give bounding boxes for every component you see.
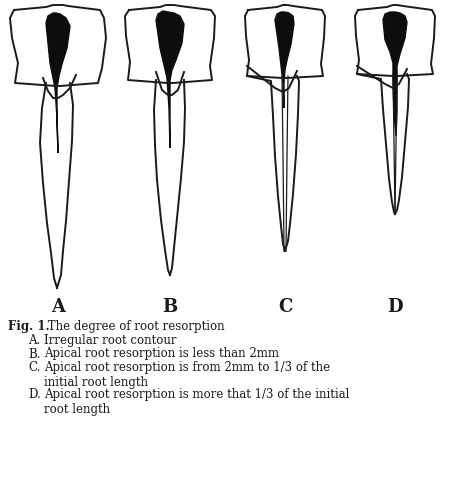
Text: A.: A. (28, 334, 40, 347)
Text: Fig. 1.: Fig. 1. (8, 320, 50, 333)
Text: D: D (387, 298, 403, 316)
Text: C.: C. (28, 361, 40, 374)
Text: D.: D. (28, 388, 41, 401)
Polygon shape (383, 12, 407, 136)
Text: Apical root resorption is less than 2mm: Apical root resorption is less than 2mm (44, 347, 279, 361)
Text: Apical root resorption is from 2mm to 1/3 of the
initial root length: Apical root resorption is from 2mm to 1/… (44, 361, 330, 389)
Text: C: C (278, 298, 292, 316)
Text: B: B (163, 298, 178, 316)
Text: The degree of root resorption: The degree of root resorption (44, 320, 225, 333)
Polygon shape (156, 11, 184, 148)
Polygon shape (275, 12, 294, 108)
Text: Apical root resorption is more that 1/3 of the initial
root length: Apical root resorption is more that 1/3 … (44, 388, 349, 416)
Text: B.: B. (28, 347, 40, 361)
Text: A: A (51, 298, 65, 316)
Text: Irregular root contour: Irregular root contour (44, 334, 176, 347)
Polygon shape (46, 13, 70, 153)
